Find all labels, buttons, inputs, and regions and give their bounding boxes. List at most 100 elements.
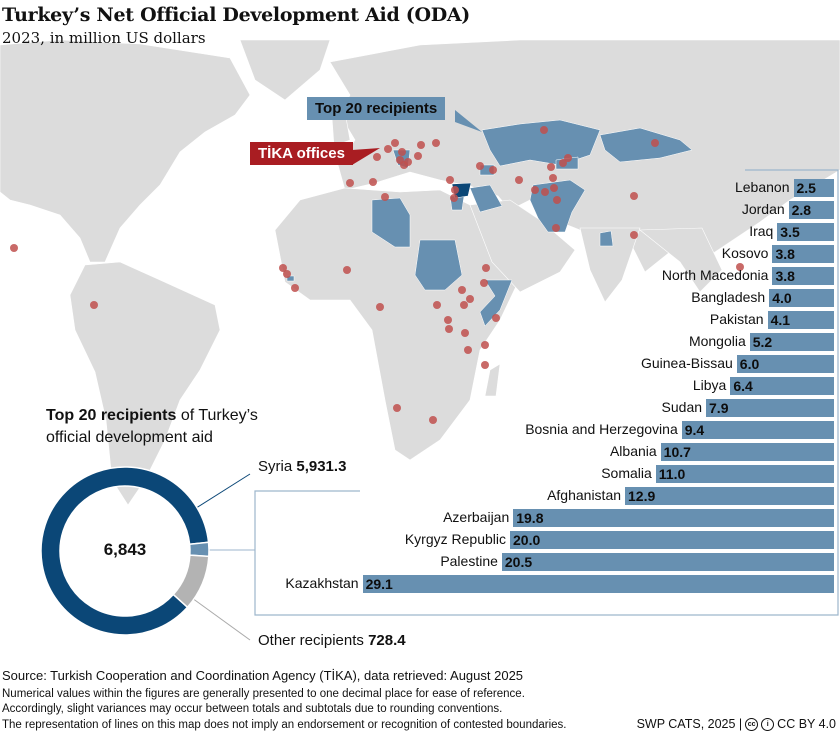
boundary-disclaimer: The representation of lines on this map …: [2, 719, 567, 731]
bar: 10.7: [660, 443, 834, 461]
tika-office-dot: [464, 346, 472, 354]
bar-label: Mongolia: [688, 333, 746, 349]
bar-value-label: 5.2: [752, 334, 773, 350]
tika-office-dot: [398, 148, 406, 156]
tika-office-dot: [433, 301, 441, 309]
donut-slice-syria: [40, 466, 210, 636]
by-icon: i: [761, 717, 775, 731]
arabia: [469, 199, 576, 293]
greenland: [239, 39, 331, 101]
bar-label: Palestine: [440, 553, 498, 569]
top20-callout-pointer: [455, 110, 482, 132]
bar: 6.4: [730, 377, 834, 395]
tika-office-dot: [492, 314, 500, 322]
tika-office-dot: [445, 325, 453, 333]
bar-value-label: 20.0: [513, 532, 541, 548]
other-leader-line: [191, 597, 251, 641]
bar-label: Sudan: [661, 399, 703, 415]
tika-office-dot: [481, 341, 489, 349]
bar: 6.0: [736, 355, 834, 373]
tika-office-dot: [90, 301, 98, 309]
tika-office-dot: [393, 404, 401, 412]
page-subtitle: 2023, in million US dollars: [2, 29, 206, 47]
bar: 3.8: [772, 245, 834, 263]
tika-office-dot: [429, 416, 437, 424]
tika-office-dot: [549, 174, 557, 182]
africa: [274, 187, 521, 461]
bar: 9.4: [681, 421, 834, 439]
credit: SWP CATS, 2025 | cc i CC BY 4.0: [637, 717, 836, 731]
syria-leader-line: [192, 473, 251, 511]
bar-value-label: 3.8: [775, 268, 795, 284]
bar-label: Guinea-Bissau: [640, 355, 733, 371]
license-text: CC BY 4.0: [777, 717, 836, 731]
bar-label: Kyrgyz Republic: [404, 531, 506, 547]
tika-office-dot: [466, 295, 474, 303]
tika-office-dot: [515, 176, 523, 184]
bar-label: Somalia: [601, 465, 652, 481]
bar-label: Azerbaijan: [443, 509, 510, 525]
rounding-note-2: Accordingly, slight variances may occur …: [2, 703, 503, 715]
bar-label: Pakistan: [709, 311, 764, 327]
tika-office-dot: [417, 141, 425, 149]
donut-slice-top20: [188, 541, 210, 558]
tika-office-dot: [346, 179, 354, 187]
offices-legend-label: TİKA offices: [250, 142, 353, 165]
tika-office-dot: [489, 166, 497, 174]
tika-office-dot: [444, 316, 452, 324]
bar: 4.0: [769, 289, 834, 307]
tika-office-dot: [404, 158, 412, 166]
bar-label: Afghanistan: [547, 487, 622, 503]
iraq-shape: [469, 184, 503, 213]
tika-office-dot: [559, 159, 567, 167]
other-label: Other recipients 728.4: [258, 632, 406, 649]
source-note: Source: Turkish Cooperation and Coordina…: [2, 668, 524, 683]
tika-office-dot: [384, 145, 392, 153]
tika-office-dot: [291, 284, 299, 292]
bar-label: Albania: [609, 443, 657, 459]
india: [579, 227, 641, 303]
tika-office-dot: [461, 329, 469, 337]
bar: 20.0: [510, 531, 834, 549]
tika-office-dot: [432, 139, 440, 147]
bar: 2.8: [788, 201, 834, 219]
tika-office-dot: [343, 266, 351, 274]
somalia-shape: [479, 279, 513, 327]
other-name: Other recipients: [258, 632, 364, 649]
tika-office-dot: [283, 270, 291, 278]
tika-office-dot: [446, 176, 454, 184]
bar-label: Bosnia and Herzegovina: [525, 421, 678, 437]
syria-value: 5,931.3: [296, 458, 347, 475]
southeast-asia: [639, 227, 723, 293]
bar-label: Jordan: [741, 201, 785, 217]
syria-label: Syria 5,931.3: [258, 458, 346, 475]
bar-value-label: 2.5: [796, 180, 816, 196]
bar-value-label: 10.7: [663, 444, 691, 460]
tika-office-dot: [540, 126, 548, 134]
bar-value-label: 3.5: [780, 224, 800, 240]
tika-office-dot: [630, 231, 638, 239]
page-title: Turkey’s Net Official Development Aid (O…: [2, 4, 471, 26]
bar-value-label: 9.4: [684, 422, 705, 438]
tika-office-dot: [451, 186, 459, 194]
donut-slice-other: [172, 554, 210, 609]
tika-office-dot: [480, 279, 488, 287]
tika-office-dot: [458, 286, 466, 294]
bar: 5.2: [749, 333, 834, 351]
south-america: [69, 261, 221, 506]
bar-value-label: 11.0: [658, 466, 686, 482]
bar: 3.8: [772, 267, 834, 285]
bar-label: Iraq: [749, 223, 774, 239]
bar-label: Kazakhstan: [285, 575, 359, 591]
tika-office-dot: [547, 163, 555, 171]
bar: 7.9: [706, 399, 834, 417]
sudan-shape: [414, 239, 463, 291]
bar-value-label: 4.0: [772, 290, 792, 306]
tika-office-dot: [369, 178, 377, 186]
donut-heading-bold: Top 20 recipients: [46, 407, 177, 424]
bar: 2.5: [793, 179, 834, 197]
bar: 4.1: [767, 311, 834, 329]
cc-icon: cc: [745, 717, 759, 731]
donut-heading-rest: of Turkey’s: [176, 407, 258, 424]
